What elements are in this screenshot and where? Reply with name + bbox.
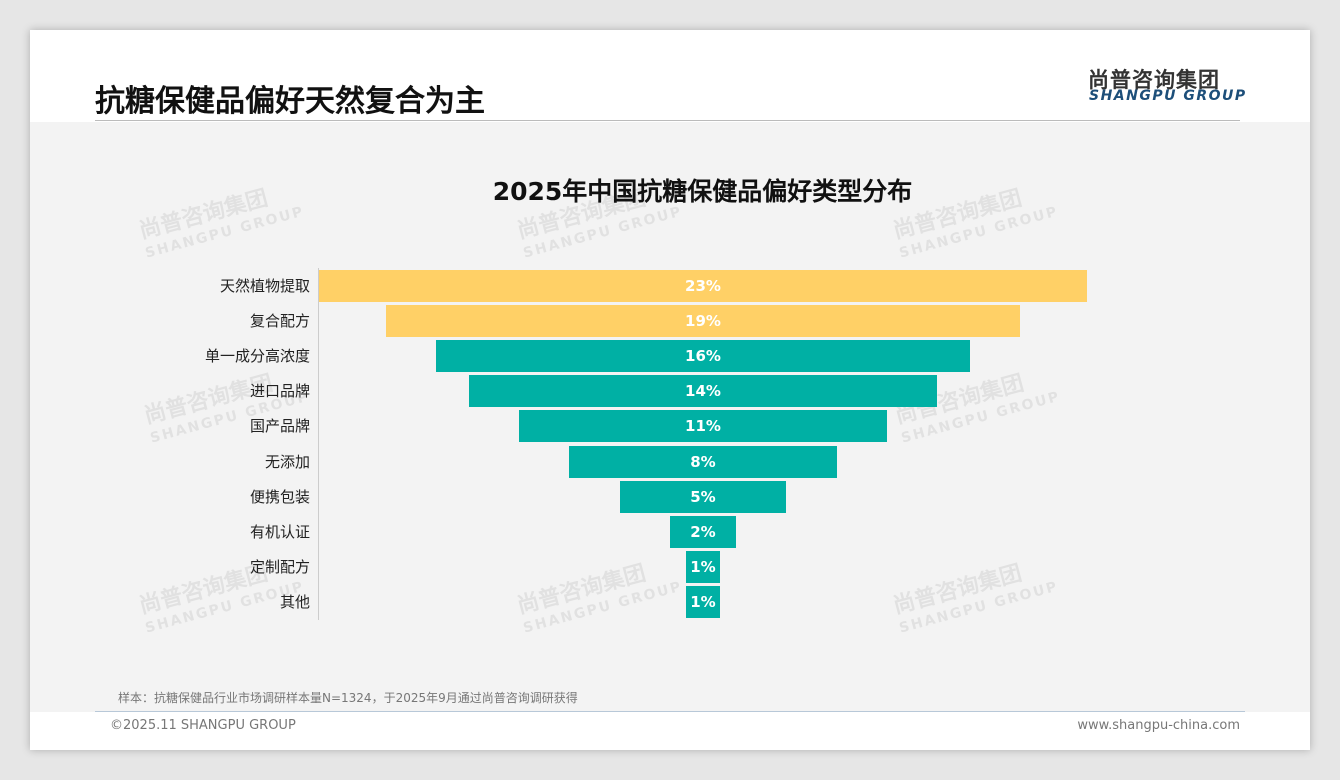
category-label: 复合配方 <box>249 312 310 331</box>
category-label: 天然植物提取 <box>219 277 310 295</box>
funnel-bar: 2% <box>669 515 737 548</box>
data-label: 1% <box>690 557 716 576</box>
category-label: 其他 <box>279 592 310 611</box>
funnel-bar: 19% <box>385 305 1021 338</box>
data-label: 19% <box>685 312 721 331</box>
data-label: 8% <box>690 452 716 471</box>
data-label: 11% <box>685 417 721 436</box>
data-label: 2% <box>690 522 716 541</box>
category-label: 国产品牌 <box>249 417 310 436</box>
page-title: 抗糖保健品偏好天然复合为主 <box>95 84 485 119</box>
data-label: 16% <box>685 347 721 366</box>
footer-divider <box>95 711 1245 712</box>
logo-cn: 尚普咨询集团 <box>1088 68 1220 92</box>
category-axis <box>318 268 319 620</box>
category-label: 进口品牌 <box>249 382 310 401</box>
logo-en: SHANGPU GROUP <box>1089 88 1247 104</box>
chart-title: 2025年中国抗糖保健品偏好类型分布 <box>492 177 913 206</box>
funnel-bar: 11% <box>519 410 887 443</box>
funnel-bar: 14% <box>469 375 937 408</box>
funnel-bar: 1% <box>686 585 720 618</box>
data-label: 5% <box>690 487 716 506</box>
header-divider <box>95 120 1240 121</box>
data-label: 1% <box>690 592 716 611</box>
copyright: ©2025.11 SHANGPU GROUP <box>110 718 296 733</box>
category-label: 定制配方 <box>249 557 310 576</box>
funnel-bar: 1% <box>686 550 720 583</box>
data-label: 23% <box>685 277 721 295</box>
sample-note: 样本：抗糖保健品行业市场调研样本量N=1324，于2025年9月通过尚普咨询调研… <box>118 691 578 705</box>
category-label: 单一成分高浓度 <box>204 347 310 366</box>
funnel-bar: 5% <box>619 480 787 513</box>
funnel-bar: 8% <box>569 445 837 478</box>
category-label: 有机认证 <box>249 522 310 541</box>
slide: 抗糖保健品偏好天然复合为主 尚普咨询集团 SHANGPU GROUP 尚普咨询集… <box>30 30 1310 750</box>
category-label: 无添加 <box>264 452 310 471</box>
category-label: 便携包装 <box>249 487 310 506</box>
funnel-bar: 16% <box>435 340 971 373</box>
data-label: 14% <box>685 382 721 401</box>
website-link: www.shangpu-china.com <box>1077 718 1240 733</box>
funnel-bar: 23% <box>319 270 1087 302</box>
